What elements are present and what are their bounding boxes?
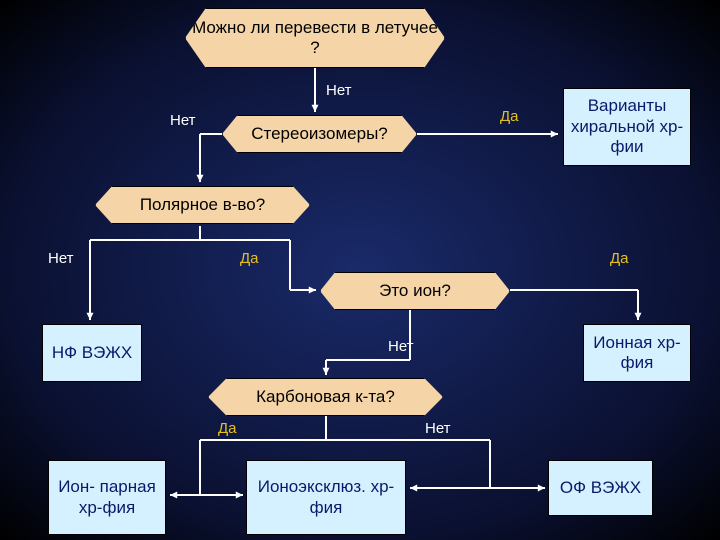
node-n4: Полярное в-во? — [95, 186, 310, 224]
node-n2: Стереоизомеры? — [222, 115, 417, 153]
edge-label-l3: Да — [500, 108, 519, 125]
edge-label-l5: Да — [240, 250, 259, 267]
node-n6: НФ ВЭЖХ — [42, 324, 142, 382]
edge-label-l7: Нет — [388, 338, 414, 355]
node-n10: Ионоэксклюз. хр-фия — [246, 460, 406, 535]
edge-label-l9: Нет — [425, 420, 451, 437]
edge-label-l4: Нет — [48, 250, 74, 267]
edge-label-l8: Да — [218, 420, 237, 437]
node-n7: Карбоновая к-та? — [208, 378, 443, 416]
node-n5: Это ион? — [320, 272, 510, 310]
edge-label-l6: Да — [610, 250, 629, 267]
node-n9: Ион- парная хр-фия — [48, 460, 166, 535]
node-n8: Ионная хр-фия — [583, 324, 691, 382]
node-n11: ОФ ВЭЖХ — [548, 460, 653, 516]
node-n3: Варианты хиральной хр-фии — [563, 88, 691, 166]
flow-arrows — [0, 0, 720, 540]
edge-label-l2: Нет — [170, 112, 196, 129]
edge-label-l1: Нет — [326, 82, 352, 99]
node-n1: Можно ли перевести в летучее ? — [185, 8, 445, 68]
